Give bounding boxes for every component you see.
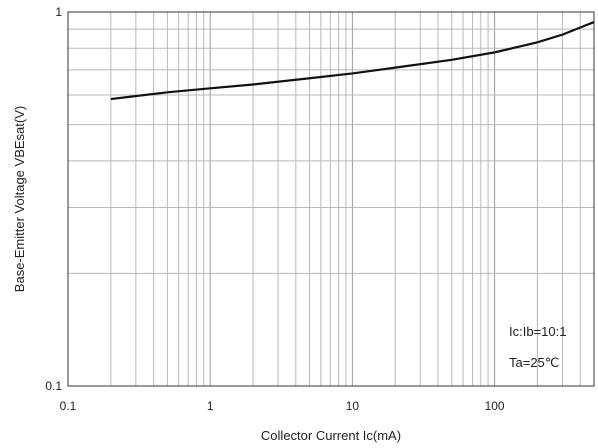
series-line: [110, 21, 595, 101]
y-tick-label: 0.1: [45, 379, 62, 393]
y-tick-label: 1: [55, 5, 62, 19]
grid: [68, 12, 594, 386]
y-tick-labels: 0.11: [45, 5, 62, 393]
plot-frame: [67, 11, 595, 387]
annotation-ratio: Ic:Ib=10:1: [509, 324, 566, 339]
x-tick-label: 10: [346, 399, 360, 413]
y-axis-label: Base-Emitter Voltage VBEsat(V): [12, 106, 27, 292]
x-tick-labels: 0.1 1 10 100: [60, 399, 505, 413]
x-tick-label: 0.1: [60, 399, 77, 413]
x-tick-label: 1: [207, 399, 214, 413]
x-tick-label: 100: [485, 399, 505, 413]
x-axis-label: Collector Current Ic(mA): [261, 428, 401, 443]
annotation-temperature: Ta=25℃: [509, 355, 559, 370]
